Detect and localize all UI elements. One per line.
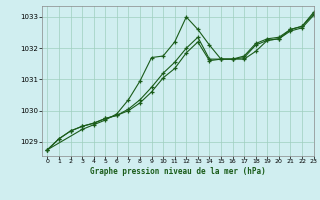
X-axis label: Graphe pression niveau de la mer (hPa): Graphe pression niveau de la mer (hPa) — [90, 167, 266, 176]
